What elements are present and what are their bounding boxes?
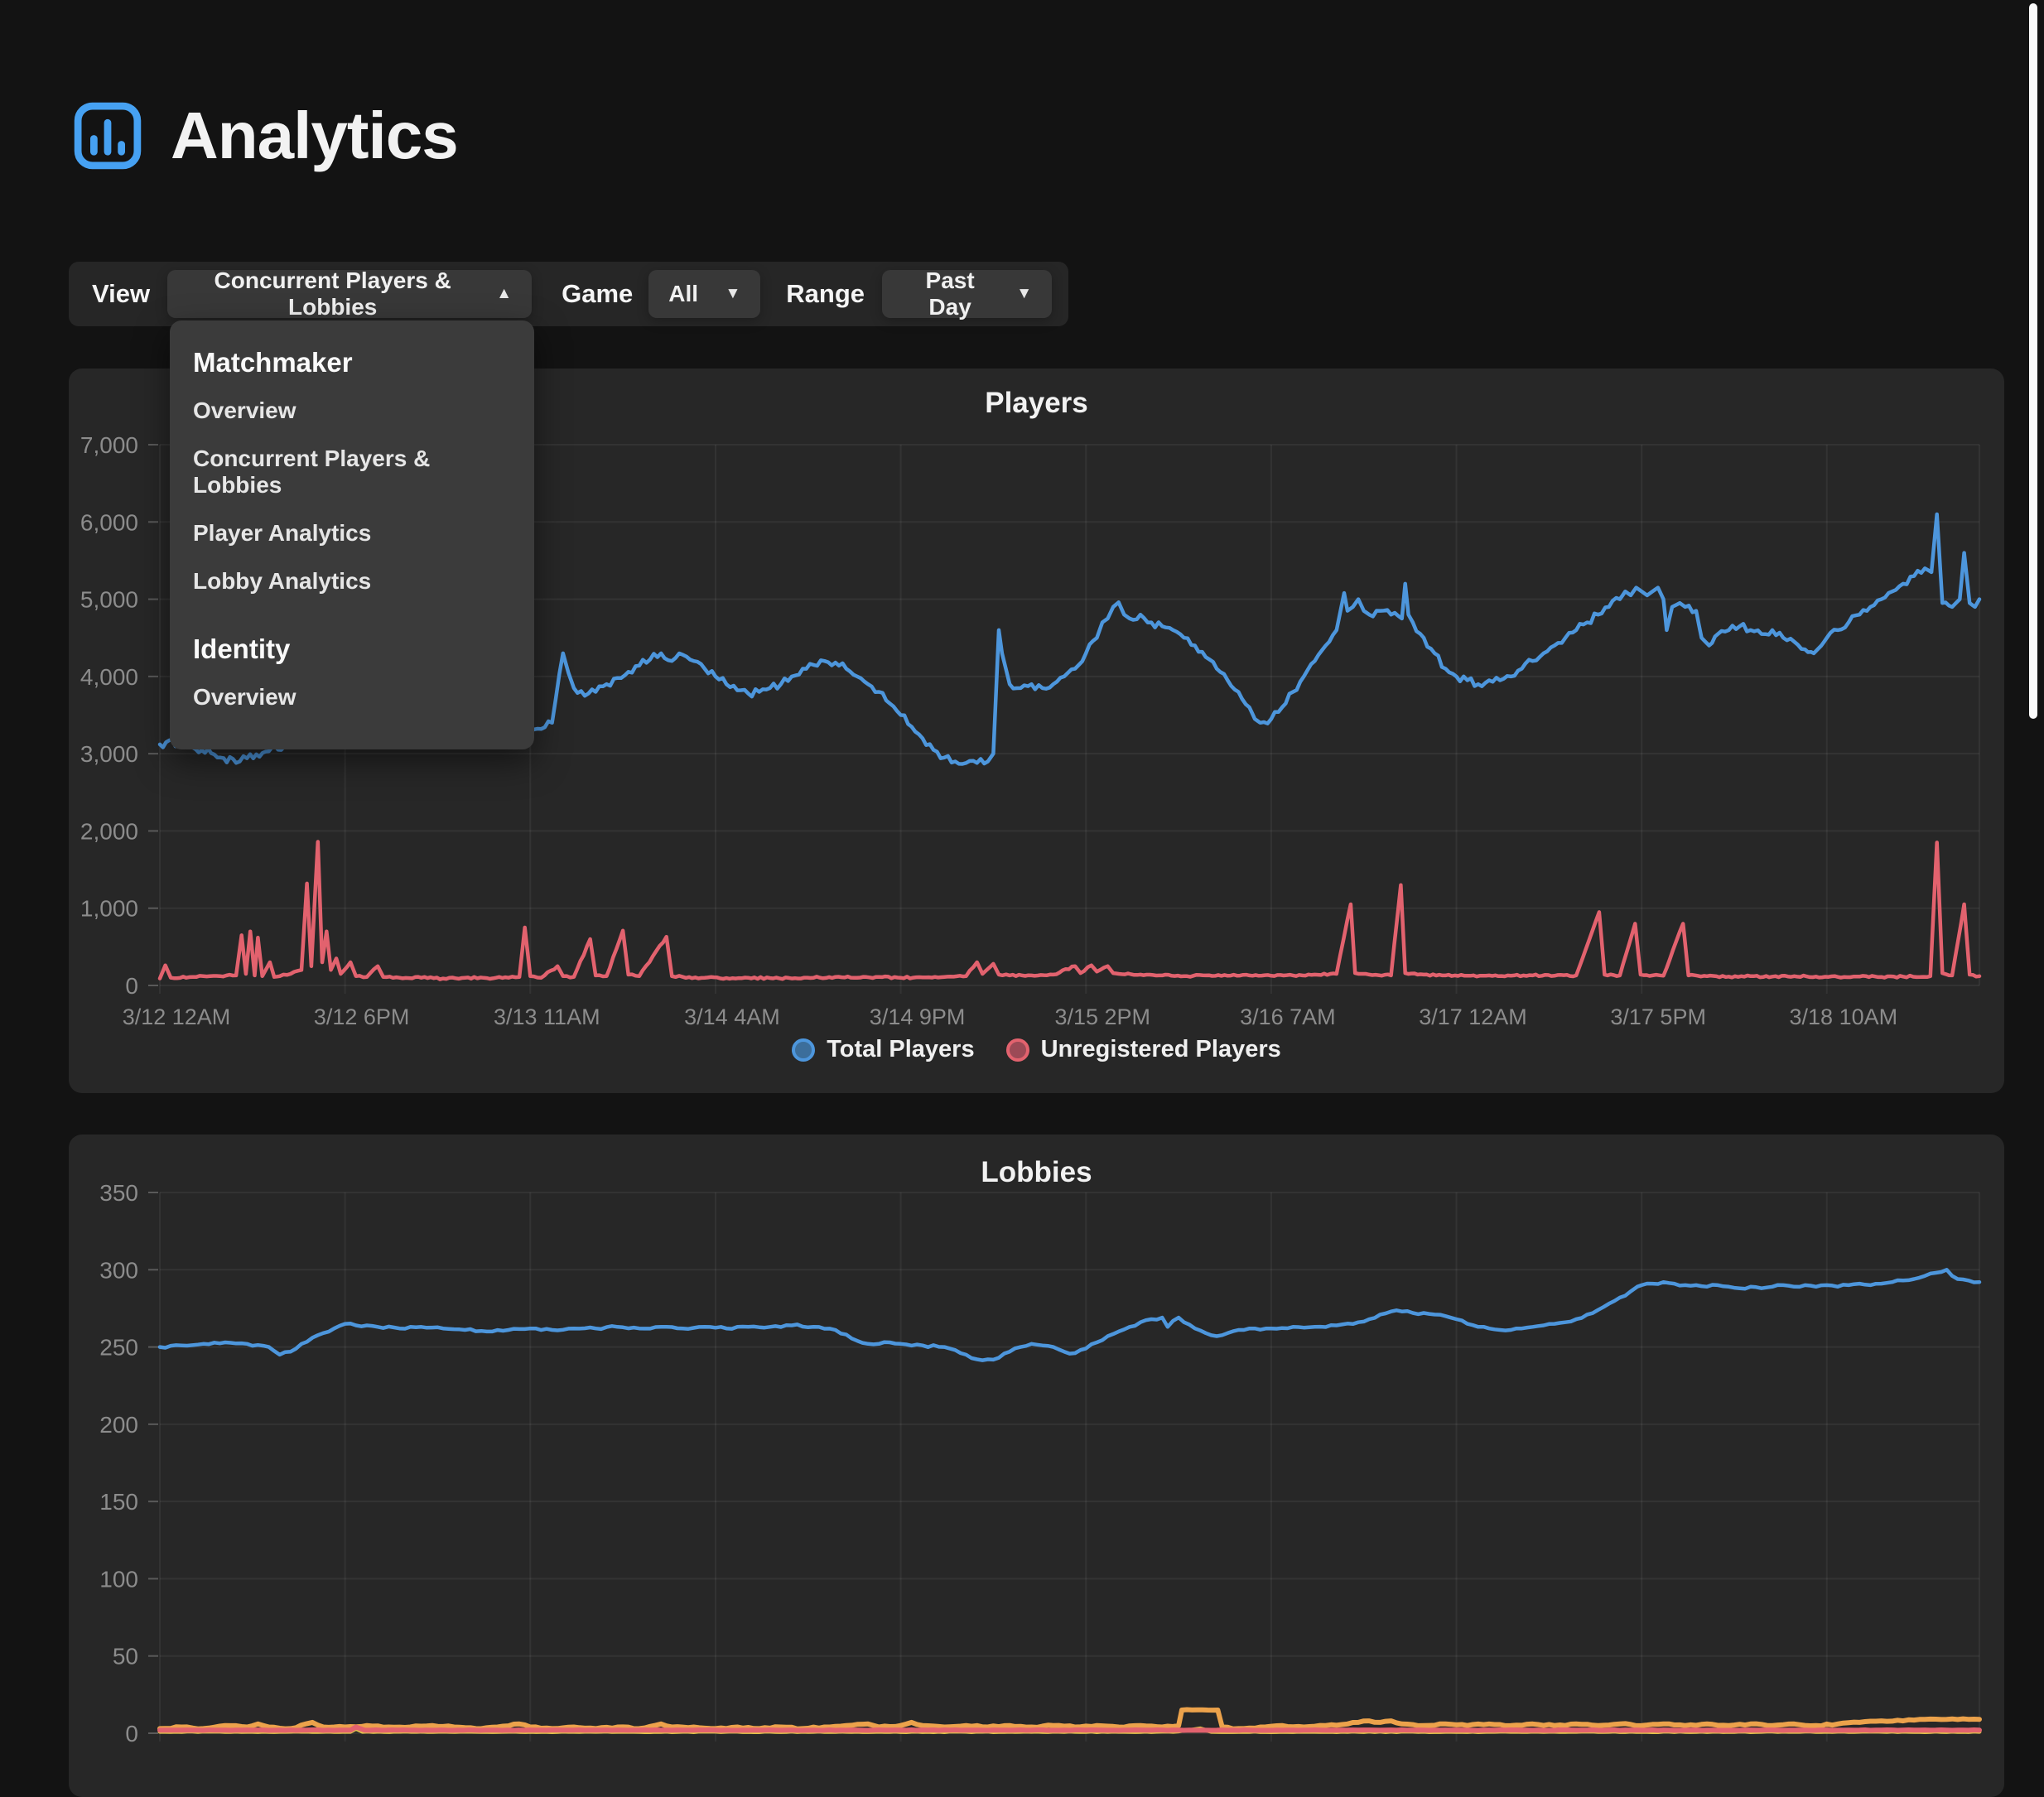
chevron-down-icon: ▼ (1016, 285, 1033, 302)
y-tick-label: 250 (99, 1335, 138, 1361)
menu-section-matchmaker: Matchmaker (193, 347, 353, 378)
view-label: View (92, 279, 151, 308)
scrollbar-thumb[interactable] (2029, 3, 2037, 719)
menu-item-player-analytics[interactable]: Player Analytics (193, 520, 372, 546)
menu-section-identity: Identity (193, 634, 291, 664)
y-tick-label: 0 (125, 973, 138, 999)
lobbies-chart-card: Lobbies 0 50 100 150 200 250 300 350 (69, 1135, 2004, 1797)
range-dropdown[interactable]: Past Day ▼ (882, 267, 1053, 320)
x-tick-label: 3/12 6PM (314, 1004, 410, 1029)
filter-bar: View Concurrent Players & Lobbies ▲ Game… (69, 262, 1068, 326)
lobbies-chart: 0 50 100 150 200 250 300 350 (99, 1180, 1982, 1746)
game-dropdown[interactable]: All ▼ (648, 270, 761, 318)
y-tick-label: 300 (99, 1257, 138, 1283)
y-tick-label: 2,000 (80, 818, 138, 844)
y-tick-label: 5,000 (80, 587, 138, 613)
series-line-2 (157, 1707, 1982, 1732)
y-tick-label: 50 (113, 1644, 138, 1669)
x-tick-label: 3/14 9PM (870, 1004, 966, 1029)
app-header: Analytics (73, 98, 459, 174)
menu-item-overview[interactable]: Overview (193, 397, 296, 423)
y-tick-label: 6,000 (80, 509, 138, 535)
menu-item-concurrent-players-lobbies[interactable]: Concurrent Players & Lobbies (193, 446, 431, 498)
y-tick-label: 4,000 (80, 664, 138, 690)
y-tick-label: 100 (99, 1566, 138, 1592)
x-tick-label: 3/15 2PM (1054, 1004, 1150, 1029)
x-tick-label: 3/18 10AM (1790, 1004, 1898, 1029)
y-tick-label: 0 (125, 1721, 138, 1746)
y-tick-label: 1,000 (80, 896, 138, 922)
y-tick-label: 3,000 (80, 741, 138, 767)
view-dropdown-value: Concurrent Players & Lobbies (214, 267, 451, 320)
players-chart: 0 1,000 2,000 3,000 4,000 5,000 6,000 7,000 3/12… (80, 432, 1982, 1029)
y-tick-label: 350 (99, 1180, 138, 1206)
y-tick-label: 200 (99, 1412, 138, 1438)
game-dropdown-value: All (668, 281, 699, 306)
game-label: Game (562, 279, 634, 308)
series-line-1 (157, 1268, 1982, 1362)
range-dropdown-value: Past Day (925, 267, 975, 320)
chevron-down-icon: ▼ (725, 285, 741, 302)
legend-dot-red-icon (1005, 1038, 1029, 1062)
series-line-2 (157, 840, 1982, 981)
analytics-icon (74, 102, 142, 170)
x-tick-label: 3/14 4AM (684, 1004, 780, 1029)
page-title: Analytics (171, 99, 459, 172)
x-tick-label: 3/13 11AM (494, 1004, 600, 1029)
x-tick-label: 3/17 5PM (1610, 1004, 1706, 1029)
chevron-up-icon: ▲ (496, 285, 513, 302)
y-tick-label: 7,000 (80, 432, 138, 458)
view-dropdown-menu: Matchmaker Overview Concurrent Players &… (170, 320, 534, 749)
x-tick-label: 3/16 7AM (1240, 1004, 1336, 1029)
range-label: Range (786, 279, 865, 308)
series-line-4 (157, 1724, 1982, 1733)
legend-item-total-players[interactable]: Total Players (792, 1036, 975, 1063)
view-dropdown[interactable]: Concurrent Players & Lobbies ▲ (167, 267, 533, 320)
x-tick-label: 3/12 12AM (123, 1004, 231, 1029)
players-legend: Total Players Unregistered Players (69, 1036, 2004, 1063)
lobbies-chart-title: Lobbies (981, 1156, 1092, 1188)
players-chart-title: Players (985, 387, 1088, 419)
legend-item-unregistered-players[interactable]: Unregistered Players (1005, 1036, 1281, 1063)
y-tick-label: 150 (99, 1489, 138, 1515)
menu-item-identity-overview[interactable]: Overview (193, 684, 296, 710)
menu-item-lobby-analytics[interactable]: Lobby Analytics (193, 568, 372, 594)
x-tick-label: 3/17 12AM (1419, 1004, 1527, 1029)
legend-dot-blue-icon (792, 1038, 816, 1062)
